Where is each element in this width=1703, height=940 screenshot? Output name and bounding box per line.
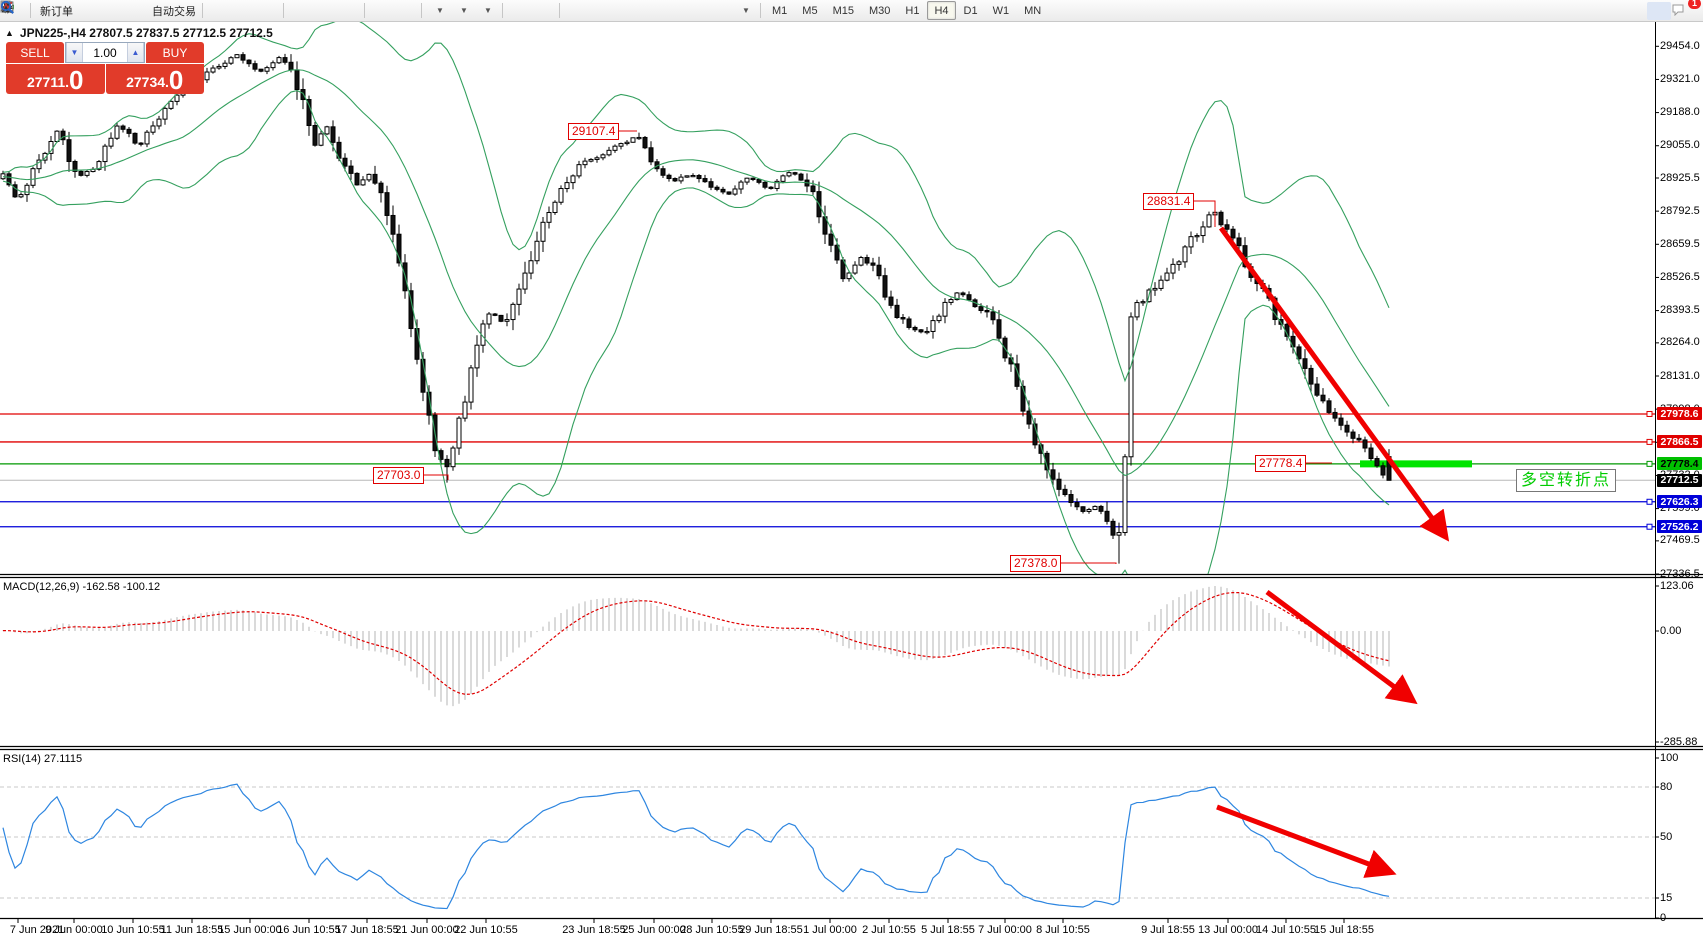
bollinger-middle-band	[2, 69, 1390, 477]
trend-arrow[interactable]	[1218, 226, 1450, 542]
one-click-trading-panel: SELL ▼ ▲ BUY 27711.0 27734.0	[6, 42, 204, 94]
svg-text:T: T	[4, 3, 10, 14]
zoom-out-icon[interactable]	[1, 1, 336, 20]
toolbar-separator	[283, 3, 284, 18]
buy-price[interactable]: 27734. 0	[105, 64, 204, 94]
vertical-line-icon[interactable]	[6, 1, 588, 20]
trendline-icon[interactable]	[1, 1, 636, 20]
volume-input[interactable]	[83, 43, 127, 62]
templates-icon[interactable]: ▼	[0, 1, 498, 20]
chart-profiles-icon[interactable]	[1, 2, 99, 20]
buy-button-label: BUY	[162, 45, 188, 60]
text-label-icon[interactable]: T	[1, 1, 732, 20]
line-handle[interactable]	[1646, 498, 1653, 505]
timeframe-button-d1[interactable]: D1	[963, 4, 978, 17]
candlestick-chart-icon[interactable]	[1, 1, 255, 20]
toolbar-separator	[760, 3, 761, 18]
toolbar-separator	[30, 3, 31, 18]
timeframe-button-h4[interactable]: H4	[927, 1, 956, 20]
toolbar-separator	[421, 3, 422, 18]
symbol-ohlc-text: JPN225-,H4 27807.5 27837.5 27712.5 27712…	[19, 26, 273, 40]
periods-icon[interactable]: ▼	[1, 1, 474, 20]
bar-chart-icon[interactable]	[1, 2, 231, 20]
equidistant-channel-icon[interactable]: E	[0, 2, 660, 20]
toolbar-separator	[364, 3, 365, 18]
tile-windows-icon[interactable]	[1, 2, 360, 20]
buy-button[interactable]: BUY	[146, 42, 204, 63]
sell-button[interactable]: SELL	[6, 42, 64, 63]
zoom-in-icon[interactable]	[1, 1, 312, 20]
timeframe-button-mn[interactable]: MN	[1024, 4, 1042, 17]
main-toolbar: 新订单 自动交易 ▼ ▼ ▼ E F A T ▼ M1M5M15M30H1H4D…	[0, 0, 1703, 22]
timeframe-button-m15[interactable]: M15	[832, 4, 854, 17]
text-icon[interactable]: A	[3, 2, 708, 20]
new-order-button[interactable]: 新订单	[0, 0, 75, 20]
toolbar-separator	[559, 3, 560, 18]
trend-arrow[interactable]	[1265, 589, 1418, 705]
timeframe-button-h1[interactable]: H1	[905, 4, 920, 17]
crosshair-icon[interactable]	[1, 1, 555, 20]
one-click-collapse-icon[interactable]: ▲	[5, 28, 14, 38]
timeframe-button-m1[interactable]: M1	[772, 4, 788, 17]
new-order-label: 新订单	[40, 5, 73, 18]
rsi-line	[2, 783, 1390, 910]
volume-control: ▼ ▲	[65, 42, 145, 63]
support-zone-bar[interactable]	[1360, 460, 1472, 468]
symbol-ohlc-line: ▲ JPN225-,H4 27807.5 27837.5 27712.5 277…	[5, 26, 273, 40]
signals-icon[interactable]	[2, 1, 147, 20]
timeframe-button-m5[interactable]: M5	[802, 4, 818, 17]
market-watch-icon[interactable]	[1, 2, 123, 20]
notification-badge: 1	[1687, 0, 1701, 9]
line-handle[interactable]	[1646, 460, 1653, 467]
volume-increase-button[interactable]: ▲	[127, 43, 144, 62]
line-chart-icon[interactable]	[0, 1, 279, 20]
horizontal-line-icon[interactable]	[1, 2, 612, 20]
autotrading-button[interactable]: 自动交易	[1, 1, 198, 20]
sell-button-label: SELL	[20, 45, 50, 60]
autotrading-label: 自动交易	[152, 5, 196, 18]
line-handle[interactable]	[1646, 523, 1653, 530]
bollinger-band	[2, 22, 1390, 383]
indicators-icon[interactable]: ▼	[0, 1, 450, 20]
arrows-icon[interactable]: ▼	[2, 2, 756, 20]
timeframe-button-w1[interactable]: W1	[992, 4, 1010, 17]
timeframe-button-m30[interactable]: M30	[868, 4, 891, 17]
toolbar-separator	[502, 3, 503, 18]
trend-arrow[interactable]	[1216, 804, 1397, 878]
notifications-icon[interactable]: 1	[1671, 0, 1701, 20]
auto-scroll-icon[interactable]	[1, 2, 393, 20]
toolbar-separator	[202, 3, 203, 18]
macd-signal-line	[2, 591, 1390, 695]
bollinger-band	[2, 90, 1390, 574]
chart-shift-icon[interactable]	[1, 2, 417, 20]
candlestick-series	[0, 52, 1392, 564]
line-handle[interactable]	[1646, 438, 1653, 445]
sell-price[interactable]: 27711. 0	[6, 64, 105, 94]
line-handle[interactable]	[1646, 410, 1653, 417]
cursor-icon[interactable]	[4, 1, 531, 20]
macd-histogram	[2, 586, 1390, 707]
fibonacci-icon[interactable]: F	[1, 2, 684, 20]
search-icon[interactable]	[0, 0, 1671, 20]
svg-text:A: A	[3, 2, 11, 14]
volume-decrease-button[interactable]: ▼	[66, 43, 83, 62]
